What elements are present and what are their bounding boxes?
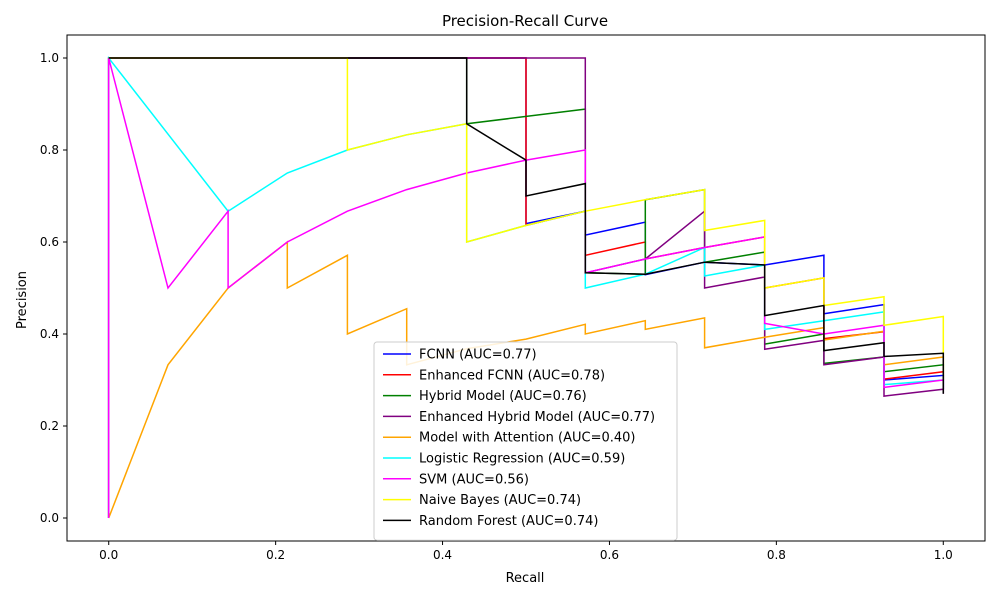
- legend-label-2: Hybrid Model (AUC=0.76): [419, 389, 587, 404]
- legend-label-7: Naive Bayes (AUC=0.74): [419, 493, 581, 508]
- series-layer: [107, 55, 945, 519]
- legend-label-5: Logistic Regression (AUC=0.59): [419, 452, 625, 467]
- x-axis-label: Recall: [506, 571, 545, 586]
- y-axis-label: Precision: [15, 271, 30, 329]
- y-tick-label: 0.0: [40, 511, 59, 525]
- y-tick-label: 0.2: [40, 419, 59, 433]
- legend-label-0: FCNN (AUC=0.77): [419, 348, 537, 363]
- x-tick-label: 0.0: [99, 548, 118, 562]
- legend-label-3: Enhanced Hybrid Model (AUC=0.77): [419, 410, 655, 425]
- x-axis: 0.0 0.2 0.4 0.6 0.8 1.0: [99, 541, 953, 562]
- series-line-6: [107, 57, 945, 518]
- legend-label-6: SVM (AUC=0.56): [419, 472, 529, 487]
- legend-label-8: Random Forest (AUC=0.74): [419, 514, 598, 529]
- legend: FCNN (AUC=0.77) Enhanced FCNN (AUC=0.78) H…: [373, 341, 678, 541]
- series-line-5: [107, 55, 945, 518]
- legend-box: [373, 341, 678, 541]
- series-line-8: [108, 57, 945, 394]
- legend-label-1: Enhanced FCNN (AUC=0.78): [419, 368, 605, 383]
- x-tick-label: 0.4: [433, 548, 452, 562]
- y-axis: 0.0 0.2 0.4 0.6 0.8 1.0: [40, 51, 67, 525]
- series-line-7: [108, 57, 945, 380]
- y-tick-label: 1.0: [40, 51, 59, 65]
- x-tick-label: 1.0: [934, 548, 953, 562]
- x-tick-label: 0.2: [266, 548, 285, 562]
- y-tick-label: 0.4: [40, 327, 59, 341]
- y-tick-label: 0.8: [40, 143, 59, 157]
- legend-label-4: Model with Attention (AUC=0.40): [419, 431, 635, 446]
- x-tick-label: 0.8: [767, 548, 786, 562]
- series-line-4: [108, 240, 945, 519]
- y-tick-label: 0.6: [40, 235, 59, 249]
- x-tick-label: 0.6: [600, 548, 619, 562]
- chart-title: Precision-Recall Curve: [442, 12, 608, 30]
- plot-frame: [66, 34, 986, 542]
